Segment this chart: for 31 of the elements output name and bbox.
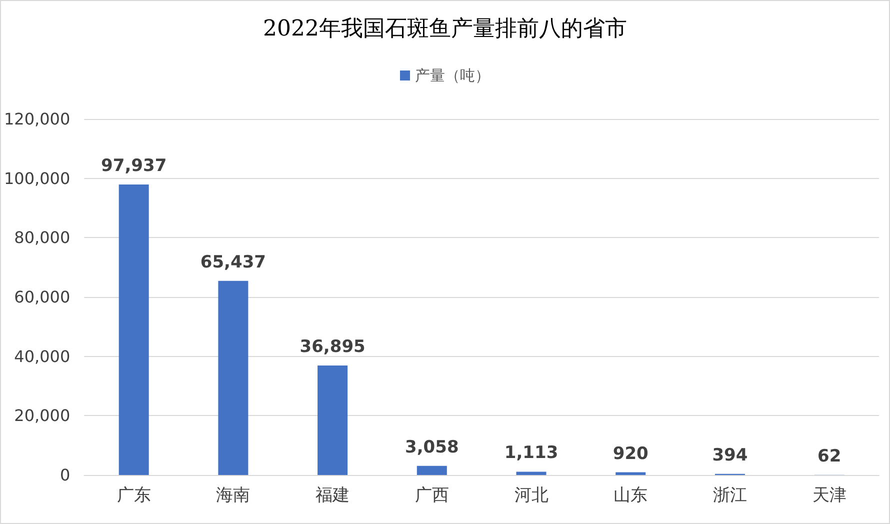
y-tick-label: 40,000 [14,346,70,366]
data-label: 65,437 [200,252,266,272]
x-tick-label: 山东 [614,486,648,506]
bar [218,280,248,475]
x-tick-label: 海南 [216,486,250,506]
bar [516,472,546,475]
y-tick-label: 60,000 [14,288,70,306]
data-label: 62 [817,446,842,466]
y-tick-label: 120,000 [4,110,70,128]
x-tick-label: 河北 [514,486,548,506]
x-tick-label: 天津 [812,486,846,506]
x-tick-label: 广东 [116,486,151,506]
bar [416,466,447,475]
bar [118,184,149,475]
data-label: 1,113 [504,443,558,464]
bar [616,472,646,475]
y-tick-label: 20,000 [14,406,70,426]
y-tick-label: 80,000 [14,228,70,248]
data-label: 3,058 [405,437,459,458]
bar [318,366,348,475]
x-tick-label: 广西 [414,486,449,506]
data-label: 394 [712,445,748,466]
x-tick-label: 浙江 [712,486,747,506]
data-label: 920 [612,444,649,464]
y-tick-label: 100,000 [4,168,70,188]
chart-title: 2022年我国石斑鱼产量排前八的省市 [263,16,627,42]
data-label: 97,937 [101,156,167,176]
legend-label: 产量（吨） [415,66,490,84]
data-label: 36,895 [300,337,366,358]
x-tick-label: 福建 [316,486,350,506]
y-tick-label: 0 [60,466,70,484]
